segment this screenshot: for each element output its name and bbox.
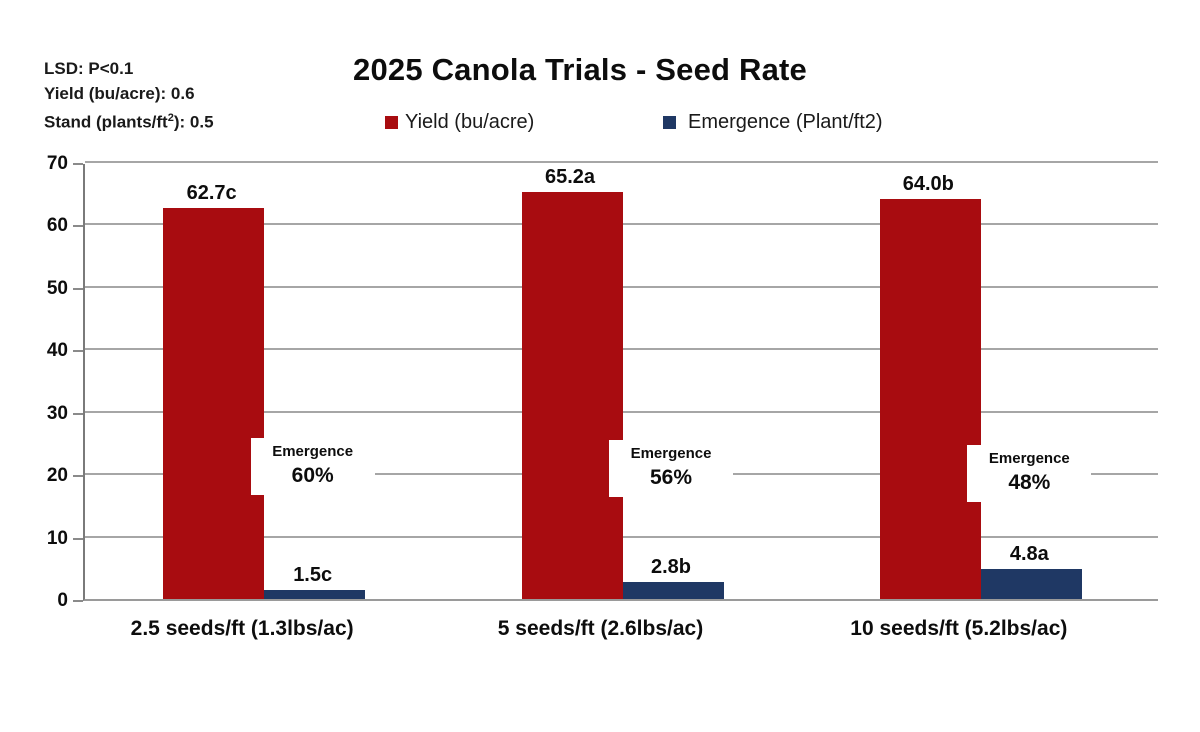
yield-bar-label: 64.0b (902, 173, 954, 196)
emergence-percent-annotation: Emergence 60% (250, 438, 375, 495)
chart-title: 2025 Canola Trials - Seed Rate (353, 52, 807, 87)
y-axis-tick-60 (73, 225, 83, 228)
emergence-annotation-value: 56% (649, 466, 693, 489)
lsd-stand-prefix: Stand (plants/ft (44, 112, 168, 132)
yield-legend-label: Yield (bu/acre) (405, 111, 535, 133)
gridline-y-70 (85, 161, 1158, 163)
emergence-percent-annotation: Emergence 48% (967, 445, 1092, 502)
emergence-annotation-title: Emergence (272, 443, 354, 460)
y-axis-label-30: 30 (46, 402, 68, 424)
emergence-bar (264, 589, 366, 599)
lsd-note: LSD: P<0.1 Yield (bu/acre): 0.6 Stand (p… (44, 56, 214, 135)
yield-bar (163, 207, 265, 599)
yield-bar (879, 199, 981, 599)
emergence-bar (622, 581, 724, 599)
y-axis-label-10: 10 (46, 527, 68, 549)
y-axis-tick-50 (73, 287, 83, 290)
plot-area (83, 161, 1158, 601)
emergence-bar (980, 569, 1082, 599)
lsd-line-stand: Stand (plants/ft2): 0.5 (44, 106, 214, 135)
legend-item-emergence: Emergence (Plant/ft2) (663, 111, 883, 134)
emergence-legend-swatch-icon (663, 116, 676, 129)
y-axis-label-20: 20 (46, 465, 68, 487)
emergence-annotation-value: 60% (291, 464, 334, 487)
yield-bar (521, 191, 623, 599)
emergence-annotation-title: Emergence (988, 450, 1070, 467)
legend-item-yield: Yield (bu/acre) (385, 111, 534, 134)
emergence-bar-label: 2.8b (650, 555, 692, 578)
lsd-stand-superscript: 2 (167, 112, 174, 124)
yield-bar-label: 62.7c (186, 181, 237, 204)
yield-legend-swatch-icon (385, 116, 398, 129)
y-axis-tick-70 (73, 163, 83, 165)
y-axis-tick-0 (73, 600, 83, 602)
lsd-line-pvalue: LSD: P<0.1 (44, 59, 134, 78)
x-axis-category-label: 5 seeds/ft (2.6lbs/ac) (497, 617, 704, 640)
y-axis-tick-20 (73, 475, 83, 478)
y-axis-label-50: 50 (46, 277, 68, 299)
y-axis-label-60: 60 (46, 215, 68, 237)
lsd-stand-suffix: ): 0.5 (173, 112, 214, 132)
emergence-bar-label: 4.8a (1009, 543, 1049, 566)
y-axis-label-40: 40 (46, 340, 68, 362)
y-axis-label-70: 70 (46, 153, 68, 174)
yield-bar-label: 65.2a (544, 165, 596, 188)
y-axis-label-0: 0 (57, 590, 68, 611)
emergence-percent-annotation: Emergence 56% (609, 440, 733, 497)
y-axis-tick-40 (73, 350, 83, 353)
y-axis-tick-30 (73, 412, 83, 415)
emergence-annotation-value: 48% (1008, 471, 1051, 494)
x-axis-category-label: 10 seeds/ft (5.2lbs/ac) (850, 617, 1068, 640)
y-axis-tick-10 (73, 537, 83, 540)
emergence-annotation-title: Emergence (630, 445, 712, 462)
lsd-line-yield: Yield (bu/acre): 0.6 (44, 84, 195, 103)
x-axis-category-label: 2.5 seeds/ft (1.3lbs/ac) (130, 617, 354, 640)
emergence-legend-label: Emergence (Plant/ft2) (688, 111, 883, 133)
emergence-bar-label: 1.5c (293, 563, 333, 586)
